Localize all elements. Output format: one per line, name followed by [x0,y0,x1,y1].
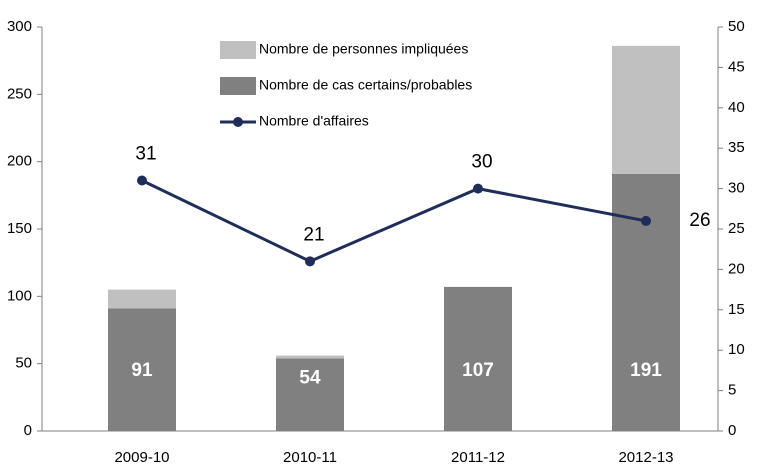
bar [108,308,176,431]
bar-value-label: 107 [462,360,494,381]
x-tick-label: 2009-10 [114,449,169,466]
line-marker [473,183,483,194]
y-tick-label: 50 [15,355,32,372]
y-tick-label: 100 [7,287,32,304]
legend-swatch [220,77,256,95]
line-value-label: 30 [471,152,492,173]
y2-tick-label: 50 [728,18,745,35]
y2-tick-label: 0 [728,422,736,439]
y2-tick-label: 25 [728,220,745,237]
legend-label: Nombre de cas certains/probables [259,77,472,93]
line-value-label: 21 [303,224,324,245]
y-tick-label: 200 [7,153,32,170]
bar-value-label: 191 [630,360,662,381]
line-value-label: 31 [135,144,156,165]
y2-tick-label: 30 [728,180,745,197]
bar [612,173,680,431]
x-tick-label: 2010-11 [283,449,337,466]
y-tick-label: 250 [7,85,32,102]
legend-label: Nombre de personnes impliquées [259,41,468,57]
y-tick-label: 300 [7,18,32,35]
bar [108,289,176,309]
bar-value-label: 91 [131,360,153,381]
legend-swatch [220,41,256,59]
line-marker [641,215,651,226]
y2-tick-label: 15 [728,301,745,318]
line [141,179,647,263]
line-value-label: 26 [689,210,710,231]
legend-label: Nombre d'affaires [259,113,369,129]
bar-value-label: 54 [299,367,321,388]
line-marker [305,256,315,267]
x-tick-label: 2011-12 [451,449,505,466]
y-tick-label: 0 [24,422,32,439]
y2-tick-label: 5 [728,382,736,399]
bar [276,355,344,359]
bar [612,45,680,174]
y2-tick-label: 10 [728,341,745,358]
line-marker [137,175,147,186]
y2-tick-label: 35 [728,139,745,156]
y2-tick-label: 20 [728,260,745,277]
bar [276,358,344,431]
x-tick-label: 2012-13 [618,449,673,466]
y2-tick-label: 40 [728,99,745,116]
bar [444,286,512,431]
legend-marker [233,117,243,127]
y-tick-label: 150 [7,220,32,237]
y2-tick-label: 45 [728,58,745,75]
